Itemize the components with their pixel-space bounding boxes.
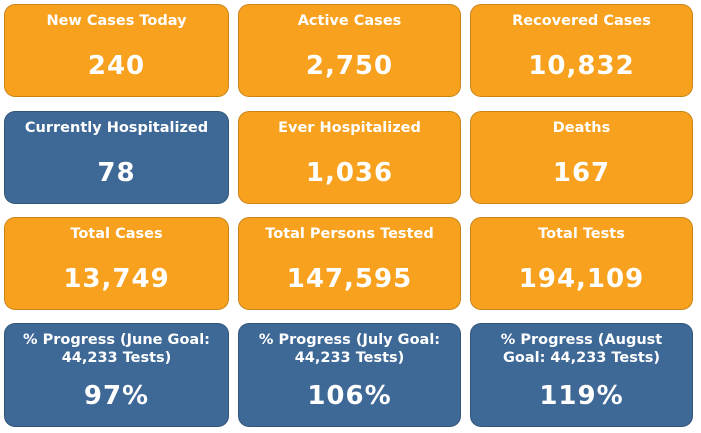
kpi-label: Ever Hospitalized (278, 120, 421, 136)
kpi-card: Ever Hospitalized 1,036 (238, 111, 461, 204)
kpi-card: Deaths 167 (470, 111, 693, 204)
kpi-card: New Cases Today 240 (4, 4, 229, 97)
kpi-value: 97% (83, 381, 150, 411)
kpi-value: 147,595 (286, 264, 413, 294)
kpi-value: 106% (307, 381, 392, 411)
kpi-label: Active Cases (297, 13, 402, 29)
kpi-value: 167 (552, 158, 611, 188)
kpi-label: Total Tests (538, 226, 625, 242)
kpi-card: Currently Hospitalized 78 (4, 111, 229, 204)
kpi-card: Total Persons Tested 147,595 (238, 217, 461, 310)
kpi-value: 13,749 (63, 264, 170, 294)
kpi-value: 78 (97, 158, 136, 188)
kpi-label: New Cases Today (46, 13, 187, 29)
kpi-value: 194,109 (518, 264, 645, 294)
kpi-label: Recovered Cases (512, 13, 651, 29)
kpi-card: % Progress (July Goal: 44,233 Tests) 106% (238, 323, 461, 427)
kpi-card: Recovered Cases 10,832 (470, 4, 693, 97)
kpi-value: 240 (87, 51, 146, 81)
kpi-value: 119% (539, 381, 624, 411)
kpi-label: Deaths (552, 120, 611, 136)
kpi-label: Total Persons Tested (265, 226, 434, 242)
kpi-value: 10,832 (528, 51, 635, 81)
kpi-card: % Progress (June Goal: 44,233 Tests) 97% (4, 323, 229, 427)
kpi-card: Active Cases 2,750 (238, 4, 461, 97)
kpi-card: % Progress (August Goal: 44,233 Tests) 11… (470, 323, 693, 427)
kpi-value: 2,750 (305, 51, 394, 81)
kpi-label: % Progress (June Goal: 44,233 Tests) (23, 332, 210, 366)
kpi-label: Currently Hospitalized (24, 120, 209, 136)
kpi-label: % Progress (August Goal: 44,233 Tests) (500, 332, 663, 366)
kpi-card: Total Tests 194,109 (470, 217, 693, 310)
kpi-label: Total Cases (70, 226, 163, 242)
kpi-card: Total Cases 13,749 (4, 217, 229, 310)
kpi-label: % Progress (July Goal: 44,233 Tests) (258, 332, 441, 366)
kpi-value: 1,036 (305, 158, 394, 188)
